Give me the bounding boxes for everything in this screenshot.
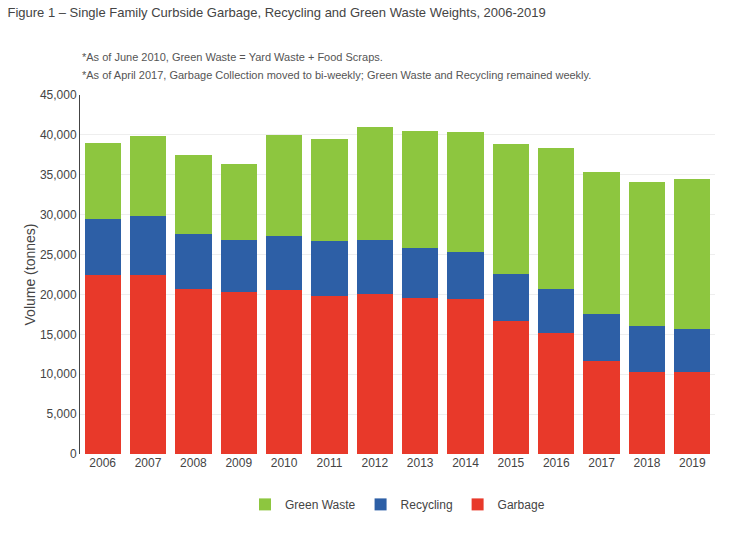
svg-text:Garbage: Garbage: [498, 498, 545, 512]
svg-text:2007: 2007: [135, 456, 162, 470]
svg-text:2018: 2018: [634, 456, 661, 470]
svg-text:*As of April 2017, Garbage Col: *As of April 2017, Garbage Collection mo…: [82, 69, 591, 81]
svg-text:2017: 2017: [588, 456, 615, 470]
svg-text:0: 0: [70, 447, 77, 461]
svg-text:2012: 2012: [361, 456, 388, 470]
svg-text:2008: 2008: [180, 456, 207, 470]
svg-text:2011: 2011: [317, 456, 343, 470]
svg-text:2013: 2013: [407, 456, 434, 470]
svg-text:25,000: 25,000: [40, 248, 77, 262]
svg-text:Volume (tonnes): Volume (tonnes): [22, 224, 38, 326]
svg-text:Figure 1 – Single Family Curbs: Figure 1 – Single Family Curbside Garbag…: [7, 5, 545, 20]
svg-text:Green Waste: Green Waste: [285, 498, 356, 512]
svg-text:5,000: 5,000: [47, 407, 77, 421]
svg-text:10,000: 10,000: [40, 367, 77, 381]
svg-text:2006: 2006: [89, 456, 116, 470]
svg-text:20,000: 20,000: [40, 288, 77, 302]
svg-text:2009: 2009: [225, 456, 252, 470]
svg-text:30,000: 30,000: [40, 208, 77, 222]
svg-text:2015: 2015: [498, 456, 525, 470]
svg-text:45,000: 45,000: [40, 88, 77, 102]
svg-text:2019: 2019: [679, 456, 706, 470]
svg-text:15,000: 15,000: [40, 328, 77, 342]
svg-text:2014: 2014: [452, 456, 479, 470]
svg-text:Recycling: Recycling: [401, 498, 453, 512]
svg-text:40,000: 40,000: [40, 128, 77, 142]
svg-text:35,000: 35,000: [40, 168, 77, 182]
svg-text:2016: 2016: [543, 456, 570, 470]
svg-text:*As of June 2010, Green Waste: *As of June 2010, Green Waste = Yard Was…: [82, 51, 383, 63]
svg-text:2010: 2010: [271, 456, 298, 470]
